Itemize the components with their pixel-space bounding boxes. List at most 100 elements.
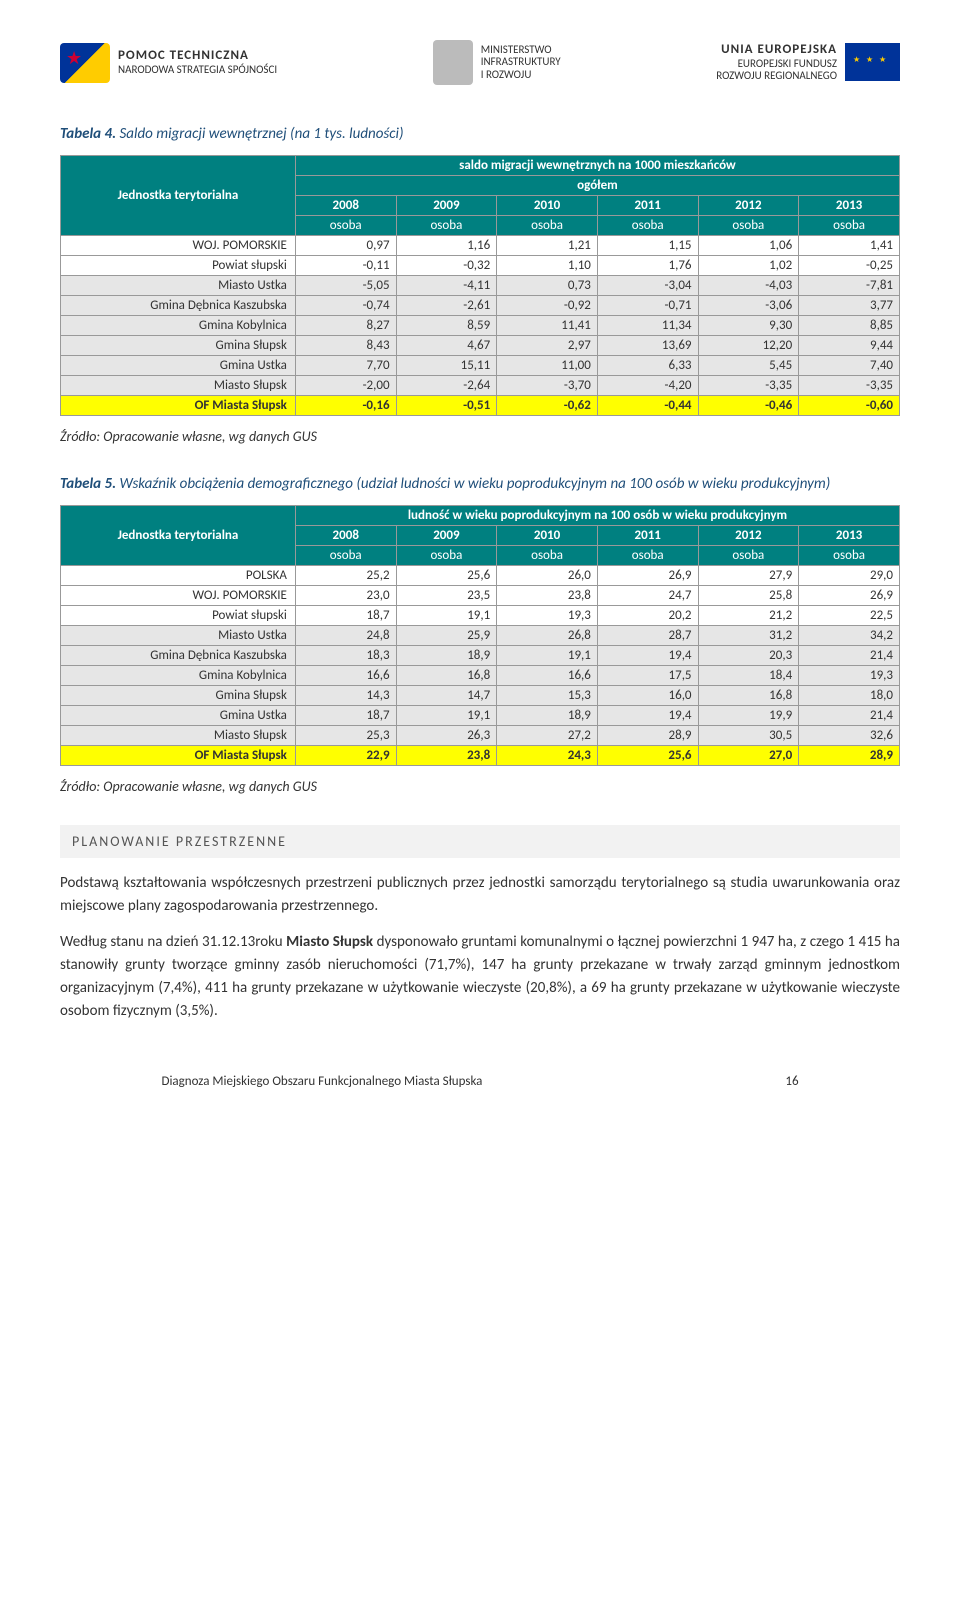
- unit-header: osoba: [698, 216, 799, 236]
- row-label: Powiat słupski: [61, 606, 296, 626]
- year-header: 2012: [698, 526, 799, 546]
- cell: 21,4: [799, 646, 900, 666]
- cell: -4,03: [698, 276, 799, 296]
- cell: 8,59: [396, 316, 497, 336]
- section-p2a: Według stanu na dzień 31.12.13roku: [60, 933, 286, 951]
- cell: 9,44: [799, 336, 900, 356]
- cell: 24,3: [497, 746, 598, 766]
- cell: 28,9: [799, 746, 900, 766]
- year-header: 2009: [396, 526, 497, 546]
- cell: 18,4: [698, 666, 799, 686]
- cell: 16,8: [396, 666, 497, 686]
- cell: 19,4: [597, 646, 698, 666]
- cell: -4,20: [597, 376, 698, 396]
- cell: 25,6: [597, 746, 698, 766]
- cell: 19,9: [698, 706, 799, 726]
- table4-title-bold: Tabela 4.: [60, 125, 116, 143]
- table-row: Miasto Ustka-5,05-4,110,73-3,04-4,03-7,8…: [61, 276, 900, 296]
- unit-header: osoba: [597, 546, 698, 566]
- unit-header: osoba: [396, 216, 497, 236]
- cell: 15,11: [396, 356, 497, 376]
- table-row: WOJ. POMORSKIE23,023,523,824,725,826,9: [61, 586, 900, 606]
- year-header: 2011: [597, 526, 698, 546]
- cell: -0,71: [597, 296, 698, 316]
- table-row: Miasto Słupsk25,326,327,228,930,532,6: [61, 726, 900, 746]
- cell: 7,40: [799, 356, 900, 376]
- year-header: 2013: [799, 196, 900, 216]
- logo-center-l2: INFRASTRUKTURY: [481, 55, 561, 68]
- year-header: 2010: [497, 196, 598, 216]
- cell: 25,3: [295, 726, 396, 746]
- cell: 23,0: [295, 586, 396, 606]
- cell: 24,8: [295, 626, 396, 646]
- cell: -5,05: [295, 276, 396, 296]
- row-label: Miasto Ustka: [61, 626, 296, 646]
- cell: 0,97: [295, 236, 396, 256]
- cell: 26,9: [799, 586, 900, 606]
- row-label: Gmina Słupsk: [61, 336, 296, 356]
- cell: 7,70: [295, 356, 396, 376]
- row-label: WOJ. POMORSKIE: [61, 586, 296, 606]
- table-row: Miasto Ustka24,825,926,828,731,234,2: [61, 626, 900, 646]
- footer-text: Diagnoza Miejskiego Obszaru Funkcjonalne…: [161, 1074, 482, 1089]
- cell: -0,74: [295, 296, 396, 316]
- cell: 21,2: [698, 606, 799, 626]
- cell: -0,11: [295, 256, 396, 276]
- table4-header-sub: ogółem: [295, 176, 899, 196]
- cell: -0,16: [295, 396, 396, 416]
- table5-title: Tabela 5. Wskaźnik obciążenia demografic…: [60, 475, 900, 493]
- cell: 18,3: [295, 646, 396, 666]
- logo-right: UNIA EUROPEJSKA EUROPEJSKI FUNDUSZ ROZWO…: [716, 43, 900, 81]
- cell: -3,06: [698, 296, 799, 316]
- cell: 25,6: [396, 566, 497, 586]
- cell: 1,15: [597, 236, 698, 256]
- cell: 11,34: [597, 316, 698, 336]
- table4-source: Źródło: Opracowanie własne, wg danych GU…: [60, 428, 900, 445]
- cell: 17,5: [597, 666, 698, 686]
- cell: 23,8: [396, 746, 497, 766]
- unit-header: osoba: [698, 546, 799, 566]
- cell: 16,6: [497, 666, 598, 686]
- cell: 18,9: [497, 706, 598, 726]
- cell: 23,5: [396, 586, 497, 606]
- cell: 32,6: [799, 726, 900, 746]
- cell: 34,2: [799, 626, 900, 646]
- logo-left-text: POMOC TECHNICZNA NARODOWA STRATEGIA SPÓJ…: [118, 49, 277, 75]
- cell: 15,3: [497, 686, 598, 706]
- cell: 19,1: [396, 706, 497, 726]
- row-label: Gmina Kobylnica: [61, 666, 296, 686]
- cell: 19,4: [597, 706, 698, 726]
- table4-title-rest: Saldo migracji wewnętrznej (na 1 tys. lu…: [120, 125, 404, 143]
- cell: 18,7: [295, 706, 396, 726]
- cell: 18,9: [396, 646, 497, 666]
- cell: 27,9: [698, 566, 799, 586]
- cell: 23,8: [497, 586, 598, 606]
- cell: -2,64: [396, 376, 497, 396]
- table4-title: Tabela 4. Saldo migracji wewnętrznej (na…: [60, 125, 900, 143]
- cell: 1,76: [597, 256, 698, 276]
- table-row: Powiat słupski18,719,119,320,221,222,5: [61, 606, 900, 626]
- pomoc-techniczna-icon: [60, 43, 110, 83]
- table-row: OF Miasta Słupsk22,923,824,325,627,028,9: [61, 746, 900, 766]
- cell: 26,8: [497, 626, 598, 646]
- cell: 20,3: [698, 646, 799, 666]
- cell: -3,70: [497, 376, 598, 396]
- row-label: WOJ. POMORSKIE: [61, 236, 296, 256]
- table5: Jednostka terytorialna ludność w wieku p…: [60, 505, 900, 766]
- row-label: POLSKA: [61, 566, 296, 586]
- section-p2: Według stanu na dzień 31.12.13roku Miast…: [60, 931, 900, 1024]
- cell: 13,69: [597, 336, 698, 356]
- year-header: 2010: [497, 526, 598, 546]
- unit-header: osoba: [497, 216, 598, 236]
- logo-left-sub: NARODOWA STRATEGIA SPÓJNOŚCI: [118, 63, 277, 76]
- cell: 27,0: [698, 746, 799, 766]
- table-row: WOJ. POMORSKIE0,971,161,211,151,061,41: [61, 236, 900, 256]
- cell: 19,1: [396, 606, 497, 626]
- cell: 25,8: [698, 586, 799, 606]
- row-label: Miasto Ustka: [61, 276, 296, 296]
- table4-unit-header: Jednostka terytorialna: [61, 156, 296, 236]
- cell: 1,10: [497, 256, 598, 276]
- logo-center-l3: I ROZWOJU: [481, 68, 532, 81]
- cell: -0,25: [799, 256, 900, 276]
- cell: -3,35: [698, 376, 799, 396]
